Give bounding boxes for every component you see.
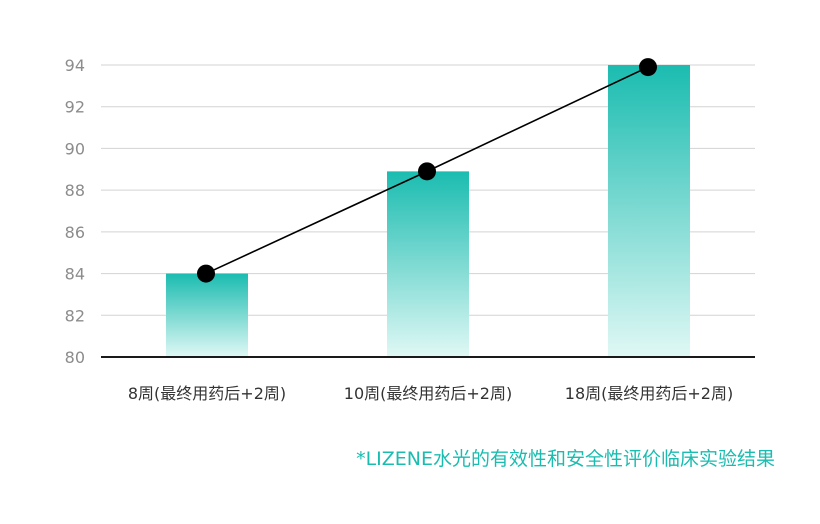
line-point-marker bbox=[639, 58, 657, 77]
x-axis-category-labels: 8周(最终用药后+2周) 10周(最终用药后+2周) 18周(最终用药后+2周) bbox=[128, 384, 733, 403]
trend-line bbox=[197, 58, 657, 283]
y-tick-label: 86 bbox=[65, 223, 85, 242]
y-tick-label: 88 bbox=[65, 181, 85, 200]
y-axis-tick-labels: 80 82 84 86 88 90 92 94 bbox=[65, 56, 85, 367]
x-category-label: 18周(最终用药后+2周) bbox=[565, 384, 733, 403]
bar bbox=[608, 65, 690, 357]
chart-footnote: *LIZENE水光的有效性和安全性评价临床实验结果 bbox=[356, 448, 775, 470]
y-tick-label: 92 bbox=[65, 98, 85, 117]
x-category-label: 10周(最终用药后+2周) bbox=[344, 384, 512, 403]
y-tick-label: 84 bbox=[65, 265, 85, 284]
bars bbox=[166, 65, 690, 357]
y-tick-label: 94 bbox=[65, 56, 85, 75]
bar bbox=[166, 273, 248, 357]
y-tick-label: 82 bbox=[65, 306, 85, 325]
line-point-marker bbox=[418, 162, 436, 181]
bar bbox=[387, 171, 469, 357]
line-point-marker bbox=[197, 264, 215, 283]
y-tick-label: 90 bbox=[65, 139, 85, 158]
y-tick-label: 80 bbox=[65, 348, 85, 367]
x-category-label: 8周(最终用药后+2周) bbox=[128, 384, 286, 403]
